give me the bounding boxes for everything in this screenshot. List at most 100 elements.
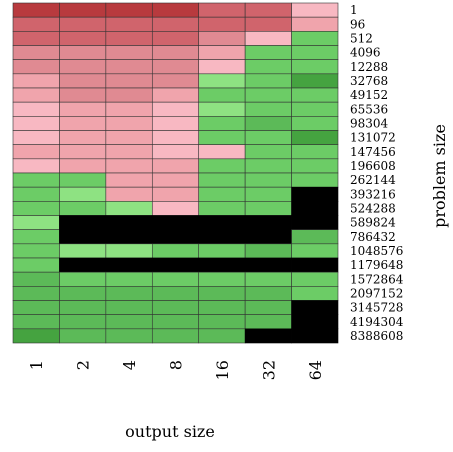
heatmap-cell-r12-c5 [244, 172, 292, 188]
heatmap-cell-r8-c6 [291, 116, 339, 131]
heatmap-cell-r17-c5 [244, 243, 292, 259]
heatmap-cell-r20-c4 [198, 286, 246, 301]
heatmap-cell-r13-c2 [105, 186, 153, 202]
heatmap-cell-r4-c6 [291, 59, 339, 75]
heatmap-cell-r15-c2 [105, 215, 153, 230]
heatmap-cell-r11-c5 [244, 158, 292, 174]
heatmap-cell-r2-c0 [12, 31, 60, 46]
heatmap-cell-r16-c4 [198, 229, 246, 245]
heatmap-cell-r9-c2 [105, 130, 153, 145]
heatmap-cell-r1-c4 [198, 16, 246, 32]
y-tick-label: 1 [350, 3, 358, 17]
heatmap-cell-r2-c6 [291, 31, 339, 46]
heatmap-cell-r21-c5 [244, 300, 292, 315]
heatmap-cell-r17-c2 [105, 243, 153, 259]
heatmap-cell-r0-c3 [151, 2, 200, 18]
heatmap-cell-r9-c3 [151, 130, 200, 145]
heatmap-cell-r11-c1 [59, 158, 107, 174]
heatmap-cell-r1-c6 [291, 16, 339, 32]
heatmap-cell-r19-c0 [12, 271, 60, 287]
heatmap-cell-r4-c4 [198, 59, 246, 75]
y-tick-label: 196608 [350, 159, 396, 173]
heatmap-cell-r1-c3 [151, 16, 200, 32]
heatmap-cell-r1-c5 [244, 16, 292, 32]
heatmap-cell-r21-c3 [151, 300, 200, 315]
heatmap-cell-r12-c4 [198, 172, 246, 188]
x-tick-label: 32 [259, 360, 278, 380]
y-tick-label: 3145728 [350, 301, 403, 315]
y-tick-label: 49152 [350, 88, 388, 102]
heatmap-cell-r12-c2 [105, 172, 153, 188]
heatmap-cell-r7-c2 [105, 101, 153, 117]
heatmap-cell-r21-c6 [291, 300, 339, 315]
heatmap-cell-r16-c3 [151, 229, 200, 245]
heatmap-cell-r22-c4 [198, 314, 246, 330]
heatmap-cell-r21-c2 [105, 300, 153, 315]
heatmap-cell-r3-c5 [244, 45, 292, 60]
heatmap-cell-r20-c5 [244, 286, 292, 301]
heatmap-cell-r5-c5 [244, 73, 292, 89]
heatmap-cell-r9-c6 [291, 130, 339, 145]
y-tick-label: 524288 [350, 201, 396, 215]
heatmap-cell-r11-c2 [105, 158, 153, 174]
heatmap-cell-r8-c0 [12, 116, 60, 131]
heatmap-cell-r0-c2 [105, 2, 153, 18]
heatmap-cell-r9-c5 [244, 130, 292, 145]
heatmap-cell-r1-c0 [12, 16, 60, 32]
heatmap-cell-r14-c2 [105, 201, 153, 216]
heatmap-cell-r19-c5 [244, 271, 292, 287]
heatmap-cell-r15-c6 [291, 215, 339, 230]
heatmap-cell-r23-c2 [105, 328, 153, 344]
y-tick-label: 4194304 [350, 315, 404, 329]
heatmap-cell-r19-c3 [151, 271, 200, 287]
heatmap-cell-r19-c6 [291, 271, 339, 287]
heatmap-cell-r1-c2 [105, 16, 153, 32]
x-axis-label: output size [125, 422, 215, 441]
heatmap-cell-r17-c3 [151, 243, 200, 259]
heatmap-cell-r13-c4 [198, 186, 246, 202]
y-tick-label: 1572864 [350, 272, 404, 286]
y-tick-label: 512 [350, 31, 373, 45]
heatmap-cell-r22-c1 [59, 314, 107, 330]
heatmap-cell-r6-c0 [12, 87, 60, 103]
heatmap-cell-r5-c4 [198, 73, 246, 89]
heatmap-cell-r22-c6 [291, 314, 339, 330]
heatmap-cell-r9-c0 [12, 130, 60, 145]
heatmap-cell-r22-c3 [151, 314, 200, 330]
x-tick-label: 1 [27, 360, 46, 370]
heatmap-cell-r13-c6 [291, 186, 339, 202]
heatmap-cell-r5-c1 [59, 73, 107, 89]
heatmap-cell-r4-c1 [59, 59, 107, 75]
heatmap-cell-r6-c2 [105, 87, 153, 103]
heatmap-cell-r8-c2 [105, 116, 153, 131]
heatmap-cell-r17-c1 [59, 243, 107, 259]
heatmap-cell-r13-c3 [151, 186, 200, 202]
y-tick-label: 1048576 [350, 244, 403, 258]
heatmap-cell-r11-c4 [198, 158, 246, 174]
heatmap-cell-r17-c4 [198, 243, 246, 259]
heatmap-cell-r12-c0 [12, 172, 60, 188]
heatmap-cell-r23-c0 [12, 328, 60, 344]
heatmap-cell-r22-c0 [12, 314, 60, 330]
heatmap-cell-r15-c4 [198, 215, 246, 230]
heatmap-cell-r10-c0 [12, 144, 60, 160]
heatmap-cell-r20-c6 [291, 286, 339, 301]
heatmap-cell-r16-c5 [244, 229, 292, 245]
y-tick-label: 4096 [350, 46, 381, 60]
heatmap-cell-r0-c1 [59, 2, 107, 18]
heatmap-cell-r20-c2 [105, 286, 153, 301]
heatmap-cell-r3-c0 [12, 45, 60, 60]
heatmap-cell-r4-c5 [244, 59, 292, 75]
heatmap-cell-r14-c5 [244, 201, 292, 216]
heatmap-cell-r2-c1 [59, 31, 107, 46]
heatmap-cell-r13-c1 [59, 186, 107, 202]
heatmap-cell-r10-c6 [291, 144, 339, 160]
heatmap-cell-r0-c5 [244, 2, 292, 18]
heatmap-cell-r15-c3 [151, 215, 200, 230]
heatmap-cell-r13-c5 [244, 186, 292, 202]
x-tick-label: 16 [213, 360, 232, 380]
heatmap-cell-r19-c1 [59, 271, 107, 287]
y-tick-label: 786432 [350, 230, 396, 244]
heatmap-cell-r10-c3 [151, 144, 200, 160]
heatmap-cell-r6-c6 [291, 87, 339, 103]
